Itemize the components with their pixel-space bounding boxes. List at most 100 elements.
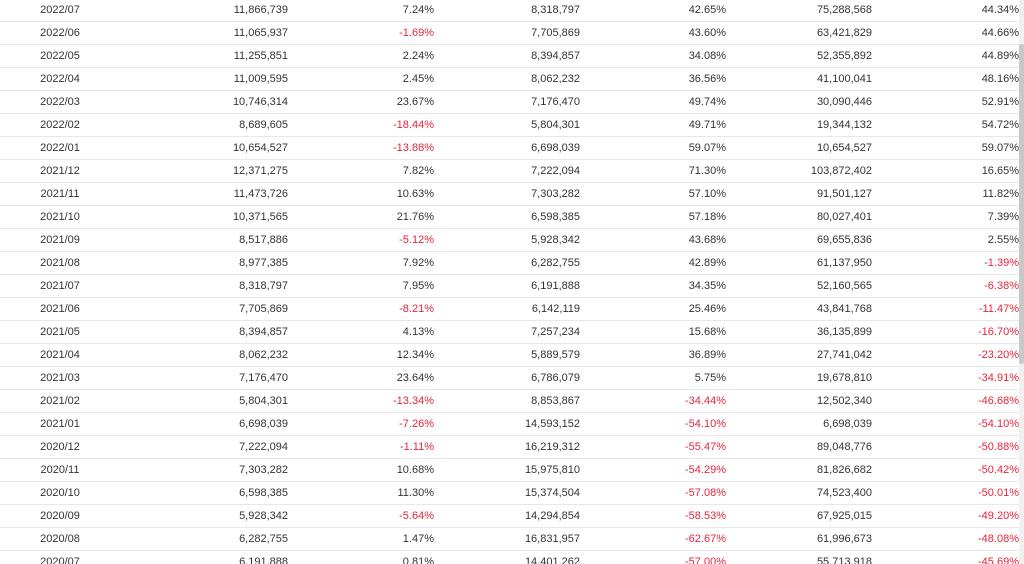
month-cell: 2020/12 — [0, 435, 147, 459]
value-a-cell: 5,928,342 — [147, 504, 288, 528]
value-b-cell: 6,191,888 — [434, 274, 580, 298]
change-c-cell: -45.69% — [872, 550, 1019, 564]
value-a-cell: 11,866,739 — [147, 0, 288, 22]
change-c-cell: -54.10% — [872, 412, 1019, 436]
value-a-cell: 11,473,726 — [147, 182, 288, 206]
table-row: 2021/01 6,698,039 -7.26% 14,593,152 -54.10% 6… — [0, 412, 1019, 436]
value-b-cell: 15,374,504 — [434, 481, 580, 505]
change-c-cell: -50.01% — [872, 481, 1019, 505]
change-a-cell: 12.34% — [288, 343, 434, 367]
change-b-cell: 15.68% — [580, 320, 726, 344]
value-c-cell: 52,355,892 — [726, 44, 872, 68]
month-cell: 2020/07 — [0, 550, 147, 564]
change-b-cell: -34.44% — [580, 389, 726, 413]
change-a-cell: 1.47% — [288, 527, 434, 551]
value-c-cell: 6,698,039 — [726, 412, 872, 436]
table-row: 2020/09 5,928,342 -5.64% 14,294,854 -58.53% 6… — [0, 504, 1019, 528]
change-a-cell: -7.26% — [288, 412, 434, 436]
month-cell: 2020/10 — [0, 481, 147, 505]
value-b-cell: 7,705,869 — [434, 21, 580, 45]
change-a-cell: 23.64% — [288, 366, 434, 390]
month-cell: 2021/12 — [0, 159, 147, 183]
value-b-cell: 6,698,039 — [434, 136, 580, 160]
value-c-cell: 30,090,446 — [726, 90, 872, 114]
change-a-cell: 7.82% — [288, 159, 434, 183]
value-c-cell: 67,925,015 — [726, 504, 872, 528]
change-b-cell: -57.00% — [580, 550, 726, 564]
vertical-scrollbar[interactable] — [1019, 0, 1024, 564]
value-c-cell: 55,713,918 — [726, 550, 872, 564]
change-c-cell: 7.39% — [872, 205, 1019, 229]
value-b-cell: 14,593,152 — [434, 412, 580, 436]
month-cell: 2020/11 — [0, 458, 147, 482]
change-b-cell: 43.60% — [580, 21, 726, 45]
value-c-cell: 19,344,132 — [726, 113, 872, 137]
value-b-cell: 14,294,854 — [434, 504, 580, 528]
value-b-cell: 8,394,857 — [434, 44, 580, 68]
month-cell: 2022/06 — [0, 21, 147, 45]
value-c-cell: 43,841,768 — [726, 297, 872, 321]
table-row: 2021/11 11,473,726 10.63% 7,303,282 57.10% 91… — [0, 182, 1019, 206]
value-b-cell: 7,176,470 — [434, 90, 580, 114]
month-cell: 2021/01 — [0, 412, 147, 436]
table-row: 2020/10 6,598,385 11.30% 15,374,504 -57.08% 7… — [0, 481, 1019, 505]
change-a-cell: 7.95% — [288, 274, 434, 298]
change-a-cell: -5.12% — [288, 228, 434, 252]
value-a-cell: 6,282,755 — [147, 527, 288, 551]
table-row: 2022/06 11,065,937 -1.69% 7,705,869 43.60% 63… — [0, 21, 1019, 45]
month-cell: 2022/04 — [0, 67, 147, 91]
table-row: 2021/09 8,517,886 -5.12% 5,928,342 43.68% 69,… — [0, 228, 1019, 252]
change-b-cell: -54.29% — [580, 458, 726, 482]
value-a-cell: 6,191,888 — [147, 550, 288, 564]
value-a-cell: 6,598,385 — [147, 481, 288, 505]
change-a-cell: -1.11% — [288, 435, 434, 459]
value-b-cell: 8,062,232 — [434, 67, 580, 91]
table-row: 2022/05 11,255,851 2.24% 8,394,857 34.08% 52,… — [0, 44, 1019, 68]
month-cell: 2021/07 — [0, 274, 147, 298]
change-b-cell: 49.74% — [580, 90, 726, 114]
month-cell: 2020/08 — [0, 527, 147, 551]
value-b-cell: 5,928,342 — [434, 228, 580, 252]
scrollbar-thumb[interactable] — [1019, 44, 1024, 364]
month-cell: 2022/02 — [0, 113, 147, 137]
change-b-cell: 42.65% — [580, 0, 726, 22]
change-a-cell: -13.88% — [288, 136, 434, 160]
value-a-cell: 5,804,301 — [147, 389, 288, 413]
value-b-cell: 8,318,797 — [434, 0, 580, 22]
month-cell: 2021/02 — [0, 389, 147, 413]
change-b-cell: 57.10% — [580, 182, 726, 206]
change-c-cell: 44.34% — [872, 0, 1019, 22]
value-a-cell: 11,065,937 — [147, 21, 288, 45]
change-a-cell: 4.13% — [288, 320, 434, 344]
change-b-cell: 57.18% — [580, 205, 726, 229]
change-b-cell: 36.56% — [580, 67, 726, 91]
value-a-cell: 10,371,565 — [147, 205, 288, 229]
table-row: 2022/01 10,654,527 -13.88% 6,698,039 59.07% 1… — [0, 136, 1019, 160]
change-b-cell: 42.89% — [580, 251, 726, 275]
change-c-cell: 11.82% — [872, 182, 1019, 206]
month-cell: 2021/04 — [0, 343, 147, 367]
value-c-cell: 61,137,950 — [726, 251, 872, 275]
change-c-cell: -48.08% — [872, 527, 1019, 551]
change-b-cell: -58.53% — [580, 504, 726, 528]
value-a-cell: 8,318,797 — [147, 274, 288, 298]
change-a-cell: 10.63% — [288, 182, 434, 206]
value-a-cell: 7,222,094 — [147, 435, 288, 459]
value-c-cell: 74,523,400 — [726, 481, 872, 505]
change-a-cell: 7.24% — [288, 0, 434, 22]
change-a-cell: 11.30% — [288, 481, 434, 505]
value-b-cell: 6,598,385 — [434, 205, 580, 229]
value-b-cell: 6,786,079 — [434, 366, 580, 390]
month-cell: 2022/03 — [0, 90, 147, 114]
month-cell: 2020/09 — [0, 504, 147, 528]
value-c-cell: 81,826,682 — [726, 458, 872, 482]
change-c-cell: -16.70% — [872, 320, 1019, 344]
value-c-cell: 75,288,568 — [726, 0, 872, 22]
value-b-cell: 7,303,282 — [434, 182, 580, 206]
change-b-cell: 34.08% — [580, 44, 726, 68]
month-cell: 2021/10 — [0, 205, 147, 229]
change-b-cell: 43.68% — [580, 228, 726, 252]
change-c-cell: -6.38% — [872, 274, 1019, 298]
